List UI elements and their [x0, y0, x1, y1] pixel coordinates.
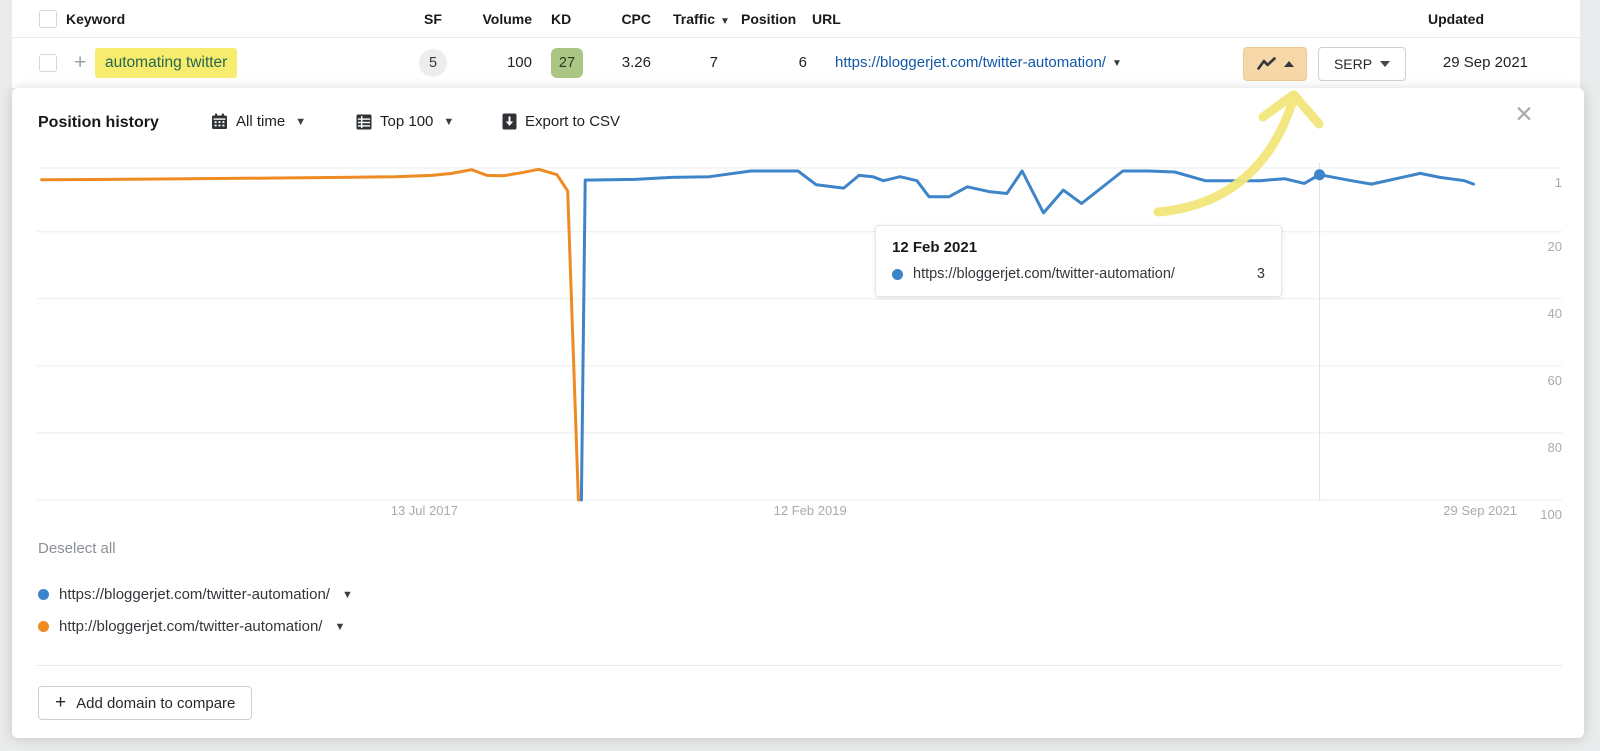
sort-caret-icon: ▼ [720, 16, 730, 27]
serp-dropdown-button[interactable]: SERP [1318, 47, 1406, 81]
x-tick-label: 12 Feb 2019 [773, 503, 847, 518]
legend-caret-icon: ▼ [341, 588, 353, 601]
time-range-caret-icon: ▼ [295, 115, 307, 128]
legend-item-https[interactable]: https://bloggerjet.com/twitter-automatio… [38, 586, 353, 603]
col-header-keyword: Keyword [66, 11, 126, 27]
col-header-url: URL [812, 11, 841, 27]
sf-value-pill: 5 [419, 49, 447, 77]
time-range-filter[interactable]: All time ▼ [211, 113, 306, 130]
x-tick-label: 29 Sep 2021 [1443, 503, 1517, 518]
position-history-toggle-button[interactable] [1243, 47, 1307, 81]
chart-tooltip: 12 Feb 2021 https://bloggerjet.com/twitt… [875, 225, 1282, 297]
panel-title: Position history [38, 114, 159, 131]
position-value: 6 [798, 54, 807, 71]
position-chart[interactable]: 1 20 40 60 80 100 13 Jul 2017 12 Feb 2019 29 Se… [37, 150, 1562, 530]
cpc-value: 3.26 [621, 54, 651, 71]
y-tick-label: 40 [1547, 305, 1562, 321]
url-dropdown-caret-icon[interactable]: ▼ [1111, 58, 1122, 69]
table-header-row: Keyword SF Volume KD CPC Traffic ▼ Positi… [12, 0, 1580, 38]
top-positions-caret-icon: ▼ [443, 115, 455, 128]
tooltip-date: 12 Feb 2021 [892, 239, 978, 256]
y-tick-label: 20 [1547, 238, 1562, 254]
export-csv-button[interactable]: Export to CSV [502, 113, 620, 130]
table-grid-icon [356, 114, 372, 129]
col-header-position: Position [741, 11, 797, 27]
tooltip-value: 3 [1256, 266, 1265, 282]
export-download-icon [502, 113, 517, 130]
row-checkbox[interactable] [39, 54, 57, 72]
col-header-traffic[interactable]: Traffic ▼ [673, 11, 730, 27]
deselect-all-link[interactable]: Deselect all [38, 540, 116, 557]
calendar-icon [212, 113, 227, 129]
legend-caret-icon: ▼ [334, 620, 346, 633]
serp-caret-icon [1380, 61, 1391, 67]
top-positions-filter[interactable]: Top 100 ▼ [356, 113, 454, 130]
volume-value: 100 [506, 54, 532, 71]
add-keyword-plus-icon[interactable]: + [74, 51, 87, 74]
keyword-cell[interactable]: automating twitter [95, 48, 238, 78]
plus-icon: + [55, 692, 67, 713]
url-link[interactable]: https://bloggerjet.com/twitter-automatio… [835, 54, 1106, 71]
series-line [40, 167, 580, 502]
position-history-chart-icon [1256, 57, 1276, 70]
chart-plot [37, 163, 1562, 502]
legend-item-http[interactable]: http://bloggerjet.com/twitter-automation… [38, 618, 345, 635]
highlight-marker [1314, 169, 1326, 181]
keyword-table: Keyword SF Volume KD CPC Traffic ▼ Positi… [12, 0, 1580, 88]
x-tick-label: 13 Jul 2017 [390, 503, 458, 518]
series-line [579, 169, 1475, 502]
y-tick-label: 80 [1547, 439, 1562, 455]
close-icon[interactable]: ✕ [1514, 101, 1534, 127]
col-header-kd: KD [551, 11, 572, 27]
y-tick-label: 1 [1554, 175, 1562, 190]
kd-badge: 27 [551, 48, 583, 78]
traffic-value: 7 [709, 54, 718, 71]
collapse-caret-icon [1283, 61, 1294, 67]
y-tick-label: 100 [1540, 507, 1562, 522]
position-history-panel: Position history All time ▼ Top 100 ▼ Ex… [12, 88, 1584, 738]
col-header-cpc: CPC [621, 11, 651, 27]
url-cell: https://bloggerjet.com/twitter-automatio… [835, 38, 1122, 88]
y-tick-label: 60 [1547, 372, 1562, 388]
col-header-sf: SF [424, 11, 442, 27]
col-header-updated: Updated [1428, 11, 1484, 27]
series-dot-icon [38, 621, 49, 632]
tooltip-series-dot-icon [892, 268, 903, 280]
col-header-volume: Volume [482, 11, 532, 27]
select-all-checkbox[interactable] [39, 10, 57, 28]
series-dot-icon [38, 589, 49, 600]
panel-divider [37, 665, 1562, 666]
updated-value: 29 Sep 2021 [1442, 54, 1528, 71]
tooltip-url: https://bloggerjet.com/twitter-automatio… [913, 266, 1175, 282]
add-domain-button[interactable]: + Add domain to compare [38, 686, 253, 720]
